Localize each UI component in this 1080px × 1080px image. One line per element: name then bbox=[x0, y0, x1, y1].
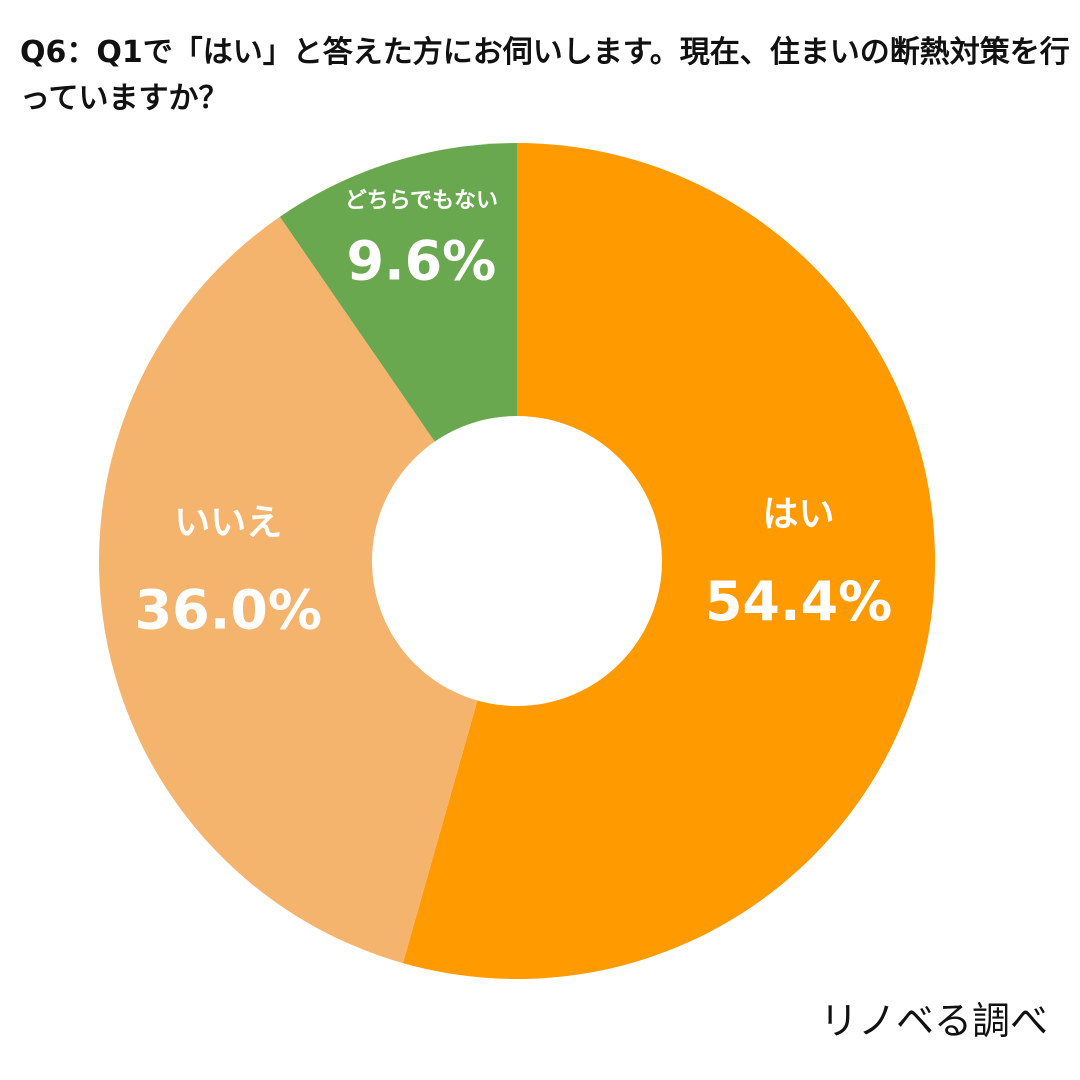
donut-hole bbox=[372, 416, 662, 706]
slice-2 bbox=[98, 216, 517, 964]
slice-value-2: 36.0% bbox=[135, 579, 322, 642]
slice-value-3: 9.6% bbox=[347, 230, 497, 293]
chart-title: Q6：Q1で「はい」と答えた方にお伺いします。現在、住まいの断熱対策を行っていま… bbox=[20, 35, 1070, 116]
source-note: リノベる調べ bbox=[819, 999, 1048, 1043]
slice-labels: はい 54.4% いいえ 36.0% どちらでもない 9.6% bbox=[135, 189, 893, 642]
slice-label-2: いいえ bbox=[174, 503, 282, 544]
slice-label-1: はい bbox=[763, 494, 835, 535]
slice-value-1: 54.4% bbox=[705, 570, 892, 633]
slice-label-3: どちらでもない bbox=[345, 189, 498, 214]
slice-1 bbox=[402, 143, 935, 980]
